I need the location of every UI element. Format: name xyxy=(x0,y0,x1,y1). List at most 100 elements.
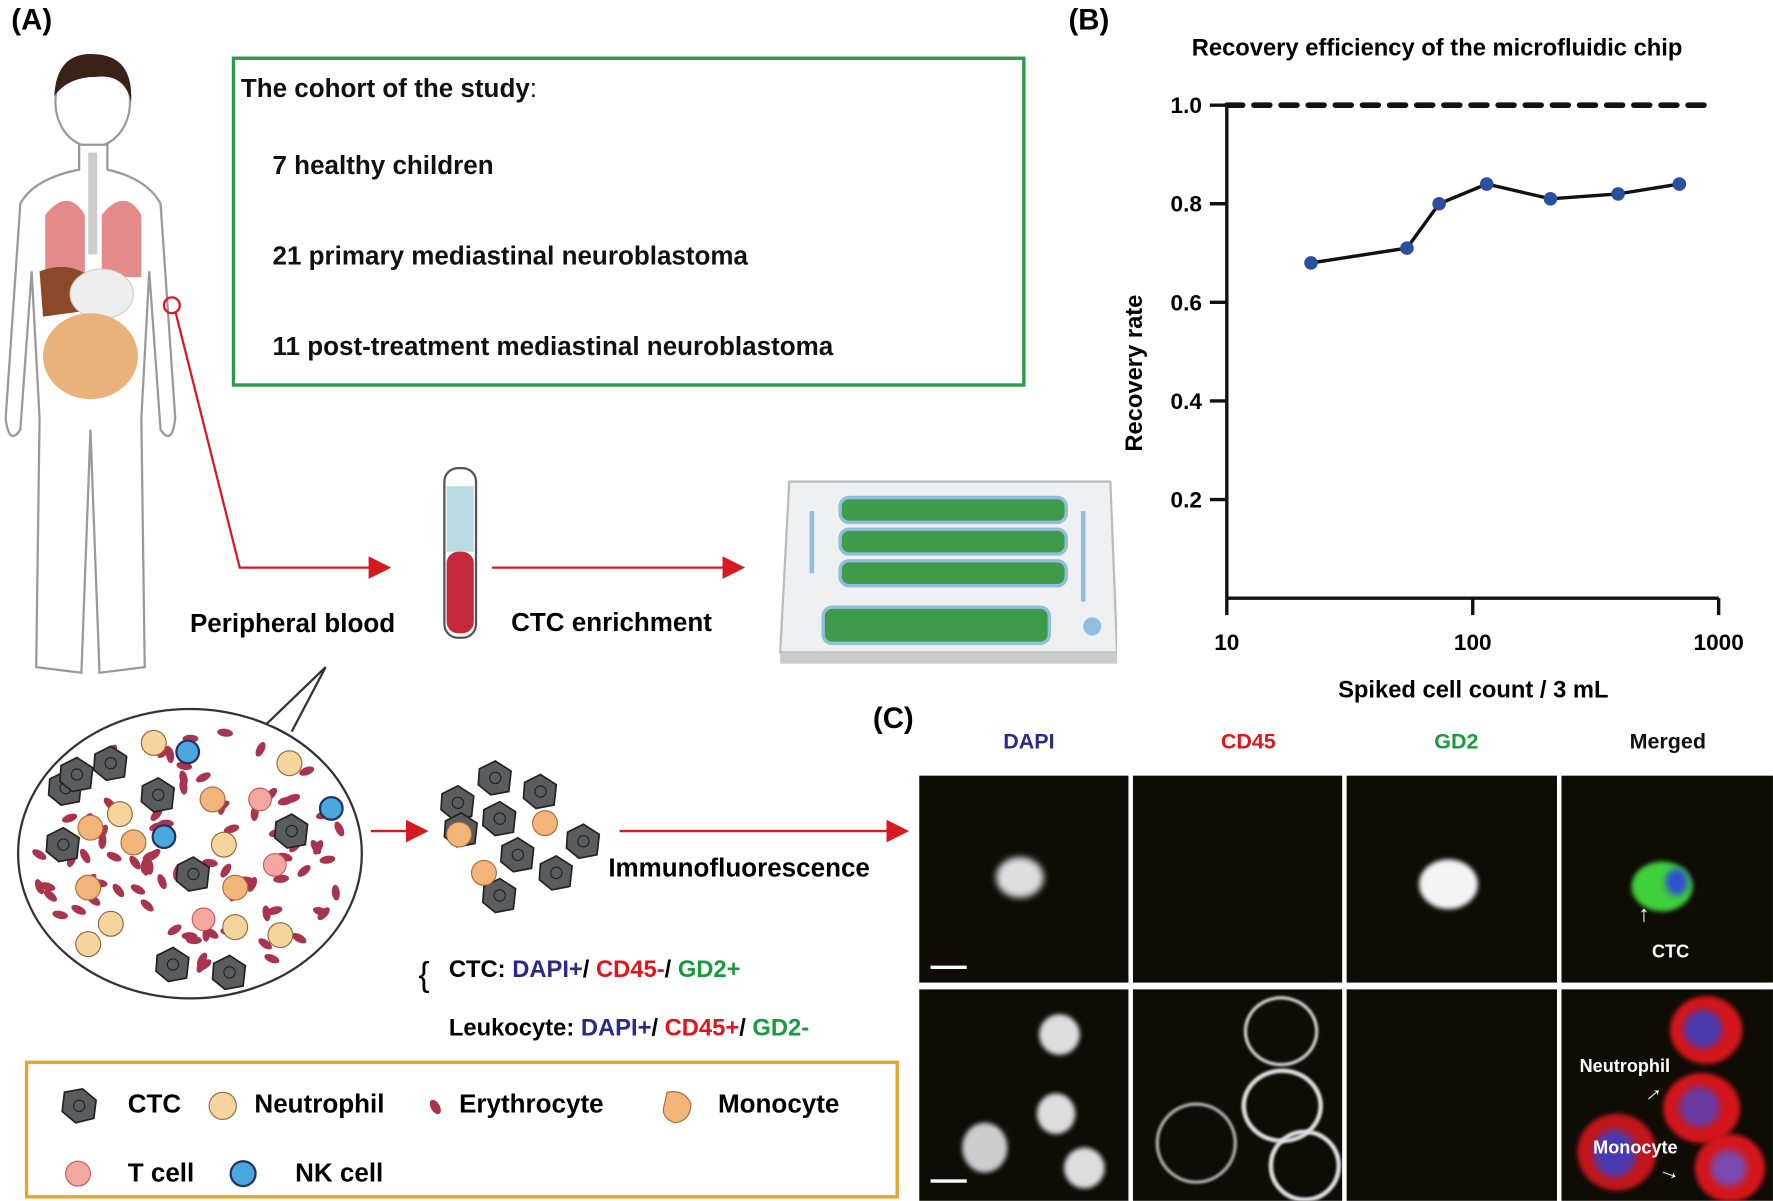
leukocyte-gd2: GD2- xyxy=(752,1015,810,1042)
legend-monocyte: Monocyte xyxy=(717,1088,840,1119)
enriched-leukocyte-cell xyxy=(470,859,497,886)
erythrocyte xyxy=(106,851,122,862)
legend-icons xyxy=(61,1087,692,1188)
y-tick-label: 0.2 xyxy=(1170,487,1201,512)
chart-title: Recovery efficiency of the microfluidic … xyxy=(1192,35,1683,61)
ctc-cell xyxy=(45,826,81,863)
enriched-ctc-cell xyxy=(440,784,475,821)
cohort-item: 11 post-treatment mediastinal neuroblast… xyxy=(272,331,834,361)
t-cell-icon xyxy=(65,1160,92,1187)
erythrocyte xyxy=(319,855,336,864)
ctc-cell xyxy=(92,745,128,782)
monocyte-icon xyxy=(662,1091,692,1124)
enriched-leukocyte-cell xyxy=(446,821,473,848)
erythrocyte xyxy=(317,907,330,921)
scale-bar xyxy=(930,1179,967,1183)
monocyte-cell xyxy=(120,829,147,856)
neutrophil-cell xyxy=(106,801,133,828)
cohort-title: The cohort of the study: xyxy=(241,73,537,104)
erythrocyte xyxy=(331,884,340,901)
erythrocyte xyxy=(255,741,266,757)
ctc-dapi: DAPI+ xyxy=(512,956,583,983)
erythrocyte xyxy=(217,728,233,737)
blood-draw-site-marker xyxy=(162,296,181,315)
erythrocyte xyxy=(273,874,289,883)
ctc-cell xyxy=(175,856,211,892)
neutrophil-cell xyxy=(140,729,167,756)
erythrocyte xyxy=(299,766,315,776)
erythrocyte xyxy=(98,833,107,849)
enriched-ctc-cell xyxy=(481,877,517,914)
x-tick-label: 1000 xyxy=(1694,630,1744,655)
erythrocyte xyxy=(129,855,141,870)
erythrocyte xyxy=(43,889,57,902)
erythrocyte xyxy=(157,745,171,758)
erythrocyte xyxy=(32,849,47,860)
data-point xyxy=(1672,177,1687,191)
nk-cell xyxy=(175,739,201,765)
enriched-ctc-cell xyxy=(481,800,517,837)
sep: / xyxy=(664,956,678,983)
erythrocyte xyxy=(197,959,212,971)
erythrocyte xyxy=(140,899,154,912)
panel-b-label: (B) xyxy=(1068,2,1110,37)
erythrocyte xyxy=(223,824,240,834)
neutrophil-cell xyxy=(276,750,303,777)
legend-nk-cell: NK cell xyxy=(295,1157,384,1188)
erythrocyte xyxy=(181,932,198,941)
erythrocyte xyxy=(167,924,182,936)
legend-neutrophil: Neutrophil xyxy=(254,1088,385,1119)
cohort-title-colon: : xyxy=(529,73,538,103)
human-body-illustration xyxy=(4,54,177,675)
erythrocyte xyxy=(284,793,301,804)
neutrophil-cell xyxy=(97,910,124,937)
enriched-ctc-cell xyxy=(522,773,558,810)
ctc-cell xyxy=(140,776,176,813)
column-title-merged: Merged xyxy=(1629,730,1706,755)
criteria-brace: { xyxy=(418,956,430,994)
enriched-ctc-cell xyxy=(477,759,512,796)
nk-cell xyxy=(151,824,177,850)
y-tick-label: 1.0 xyxy=(1170,93,1201,118)
erythrocyte xyxy=(142,851,158,862)
nk-cell-icon xyxy=(229,1160,257,1188)
microfluidic-chip-illustration xyxy=(778,480,1118,664)
erythrocyte xyxy=(258,938,272,950)
ctc-gd2: GD2+ xyxy=(677,956,741,983)
cohort-item: 21 primary mediastinal neuroblastoma xyxy=(272,240,749,271)
micrograph-ctc-merged: ↑ CTC xyxy=(1561,775,1773,983)
y-tick-label: 0.6 xyxy=(1170,290,1201,315)
micrograph-leukocyte-gd2 xyxy=(1346,989,1557,1201)
scale-bar xyxy=(930,965,967,970)
erythrocyte xyxy=(145,858,154,875)
ctc-cell xyxy=(155,946,190,983)
t-cell xyxy=(248,787,272,812)
micrograph-leukocyte-merged: Neutrophil → Monocyte → xyxy=(1561,989,1773,1201)
data-point xyxy=(1543,192,1558,206)
leukocyte-dapi: DAPI+ xyxy=(580,1015,652,1042)
neutrophil-cell xyxy=(267,922,294,949)
leukocyte-criteria: Leukocyte: DAPI+/ CD45+/ GD2- xyxy=(449,1015,809,1042)
cohort-box: The cohort of the study: 7 healthy child… xyxy=(231,56,1026,387)
sep: / xyxy=(739,1015,753,1042)
blood-tube-icon xyxy=(443,466,478,639)
erythrocyte-icon xyxy=(429,1099,441,1115)
x-tick-label: 10 xyxy=(1214,630,1239,655)
panel-c-label: (C) xyxy=(872,701,914,735)
data-point xyxy=(1432,196,1446,211)
cell-type-legend: CTC Neutrophil Erythrocyte Monocyte T ce… xyxy=(24,1060,899,1199)
neutrophil-icon xyxy=(208,1091,237,1120)
ctc-cell xyxy=(59,756,94,793)
column-title-dapi: DAPI xyxy=(1003,730,1055,755)
legend-erythrocyte: Erythrocyte xyxy=(459,1088,604,1119)
erythrocyte xyxy=(313,840,324,855)
legend-t-cell: T cell xyxy=(127,1157,195,1188)
data-point xyxy=(1400,241,1414,255)
cohort-title-text: The cohort of the study xyxy=(240,73,530,103)
column-title-gd2: GD2 xyxy=(1434,730,1479,755)
y-tick-label: 0.4 xyxy=(1170,389,1202,414)
erythrocyte xyxy=(166,747,175,764)
erythrocyte xyxy=(62,813,78,823)
ctc-cd45: CD45- xyxy=(596,956,665,983)
data-point xyxy=(1611,187,1625,201)
